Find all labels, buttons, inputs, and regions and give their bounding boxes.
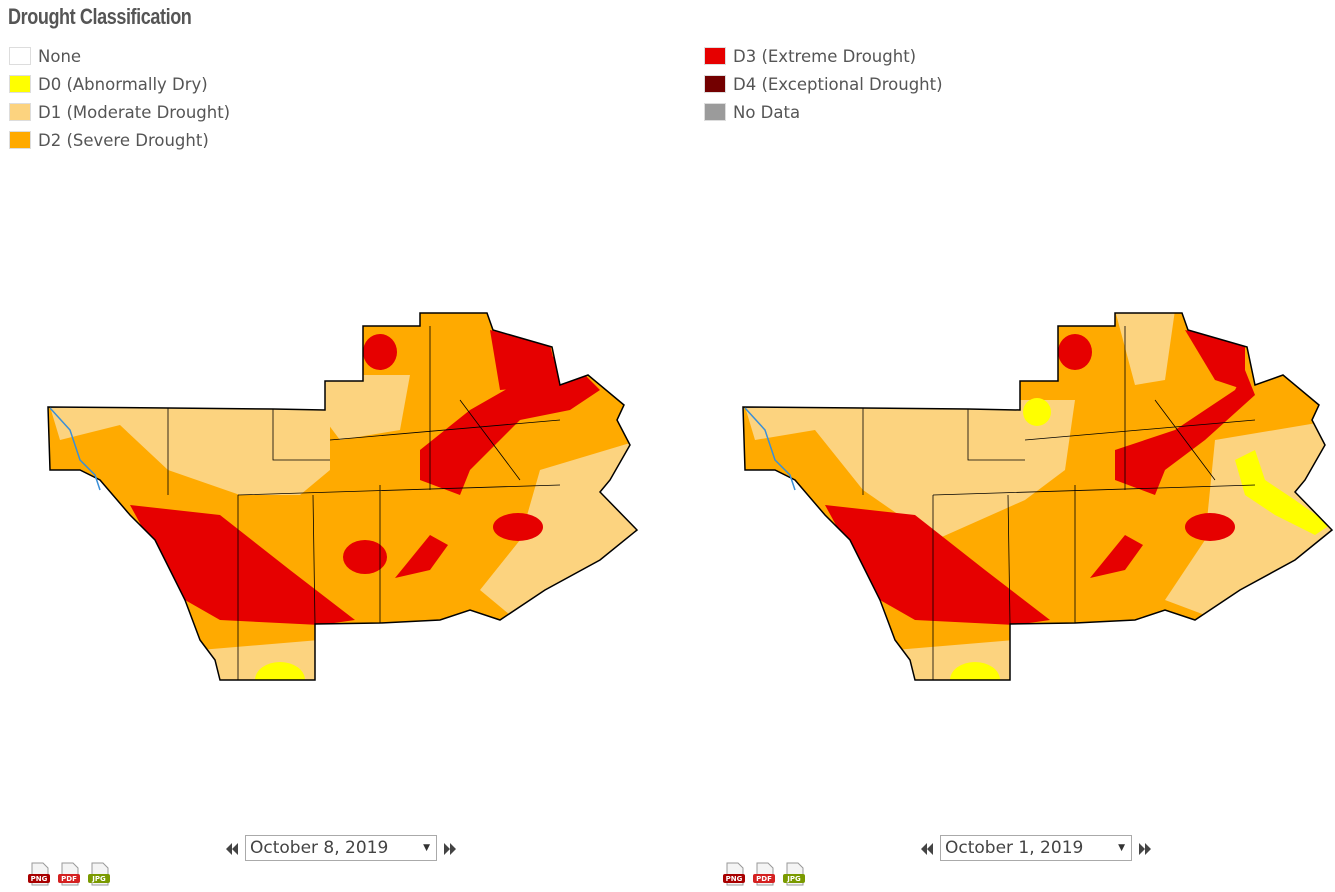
download-label: PDF: [756, 875, 772, 883]
file-icon: [783, 862, 805, 886]
legend-swatch: [704, 75, 726, 93]
prev-button[interactable]: [919, 841, 935, 860]
map-right: [742, 312, 1333, 681]
legend-label: D1 (Moderate Drought): [38, 102, 231, 122]
legend-label: D2 (Severe Drought): [38, 130, 209, 150]
legend-label: D4 (Exceptional Drought): [733, 74, 943, 94]
next-icon: [444, 843, 456, 855]
download-button[interactable]: PDF: [57, 862, 81, 886]
download-button[interactable]: PNG: [27, 862, 51, 886]
legend-item: D4 (Exceptional Drought): [704, 73, 943, 95]
legend-swatch: [704, 47, 726, 65]
download-label: JPG: [787, 875, 801, 883]
legend-label: D3 (Extreme Drought): [733, 46, 917, 66]
download-button[interactable]: PNG: [722, 862, 746, 886]
file-icon: [58, 862, 80, 886]
legend-swatch: [9, 75, 31, 93]
prev-icon: [226, 843, 238, 855]
download-label: PDF: [61, 875, 77, 883]
next-icon: [1139, 843, 1151, 855]
legend-swatch: [9, 131, 31, 149]
next-button[interactable]: [442, 841, 458, 860]
legend-swatch: [9, 47, 31, 65]
file-icon: [723, 862, 745, 886]
date-select[interactable]: October 1, 2019 ▼: [940, 835, 1132, 861]
legend-label: D0 (Abnormally Dry): [38, 74, 208, 94]
legend-item: D0 (Abnormally Dry): [9, 73, 208, 95]
title: Drought Classification: [8, 4, 192, 29]
legend-item: D3 (Extreme Drought): [704, 45, 916, 67]
date-text: October 8, 2019: [250, 838, 389, 858]
file-icon: [28, 862, 50, 886]
prev-icon: [921, 843, 933, 855]
prev-button[interactable]: [224, 841, 240, 860]
legend-swatch: [704, 103, 726, 121]
download-label: PNG: [30, 875, 48, 883]
legend-item: No Data: [704, 101, 800, 123]
download-label: JPG: [92, 875, 106, 883]
caret: ▼: [1118, 843, 1125, 853]
legend-item: D2 (Severe Drought): [9, 129, 209, 151]
legend-item: D1 (Moderate Drought): [9, 101, 230, 123]
next-button[interactable]: [1137, 841, 1153, 860]
download-button[interactable]: PDF: [752, 862, 776, 886]
legend-label: None: [38, 46, 82, 66]
date-text: October 1, 2019: [945, 838, 1084, 858]
date-select[interactable]: October 8, 2019 ▼: [245, 835, 437, 861]
legend-label: No Data: [733, 102, 801, 122]
download-button[interactable]: JPG: [782, 862, 806, 886]
legend-item: None: [9, 45, 81, 67]
download-label: PNG: [725, 875, 743, 883]
caret: ▼: [423, 843, 430, 853]
file-icon: [88, 862, 110, 886]
map-left: [47, 312, 638, 681]
download-button[interactable]: JPG: [87, 862, 111, 886]
maps: [47, 312, 1333, 681]
file-icon: [753, 862, 775, 886]
legend-swatch: [9, 103, 31, 121]
